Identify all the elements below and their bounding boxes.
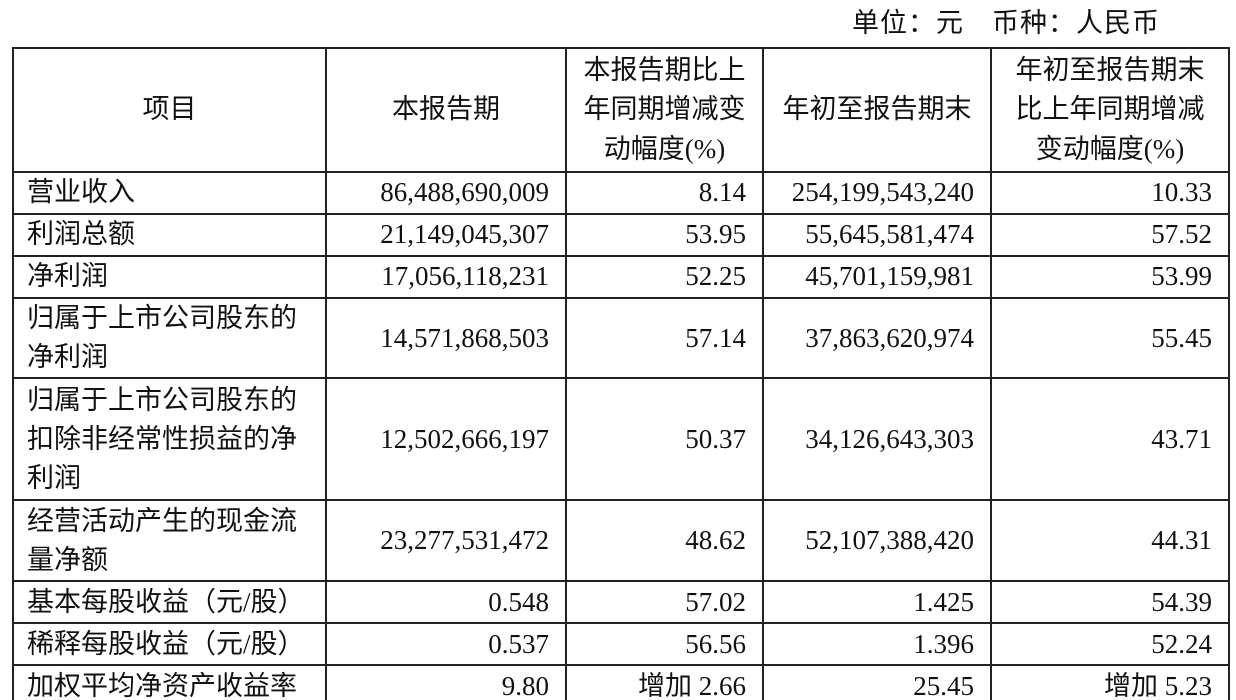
value-cell: 43.71 bbox=[990, 377, 1230, 502]
value-cell: 0.548 bbox=[325, 580, 567, 625]
item-cell: 净利润 bbox=[12, 255, 327, 299]
value-cell: 54.39 bbox=[990, 580, 1230, 625]
value-cell: 0.537 bbox=[325, 622, 567, 667]
value-cell: 14,571,868,503 bbox=[325, 296, 567, 380]
table-row-net-profit: 净利润 17,056,118,231 52.25 45,701,159,981 … bbox=[12, 255, 1230, 299]
header-row: 项目 本报告期 本报告期比上年同期增减变动幅度(%) 年初至报告期末 年初至报告… bbox=[12, 47, 1230, 173]
value-cell: 52,107,388,420 bbox=[762, 499, 992, 583]
header-item-label: 项目 bbox=[142, 94, 197, 125]
value-cell: 25.45 bbox=[762, 664, 992, 700]
value-cell: 55,645,581,474 bbox=[762, 213, 992, 257]
item-cell: 归属于上市公司股东的扣除非经常性损益的净利润 bbox=[12, 377, 327, 502]
item-cell: 利润总额 bbox=[12, 213, 327, 257]
value-cell: 21,149,045,307 bbox=[325, 213, 567, 257]
table-row-operating-revenue: 营业收入 86,488,690,009 8.14 254,199,543,240… bbox=[12, 171, 1230, 215]
item-cell: 加权平均净资产收益率 bbox=[12, 664, 327, 700]
value-cell: 55.45 bbox=[990, 296, 1230, 380]
unit-currency-note: 单位：元 币种：人民币 bbox=[852, 8, 1160, 38]
table-row-total-profit: 利润总额 21,149,045,307 53.95 55,645,581,474… bbox=[12, 213, 1230, 257]
header-year-to-date-label: 年初至报告期末 bbox=[782, 94, 972, 125]
header-current-period-label: 本报告期 bbox=[392, 94, 500, 125]
header-current-period: 本报告期 bbox=[325, 47, 567, 173]
item-cell: 营业收入 bbox=[12, 171, 327, 215]
value-cell: 10.33 bbox=[990, 171, 1230, 215]
value-cell: 57.52 bbox=[990, 213, 1230, 257]
table-row-net-profit-deducting-nonrecurring: 归属于上市公司股东的扣除非经常性损益的净利润 12,502,666,197 50… bbox=[12, 377, 1230, 502]
value-cell: 53.95 bbox=[565, 213, 764, 257]
value-cell: 12,502,666,197 bbox=[325, 377, 567, 502]
value-cell: 34,126,643,303 bbox=[762, 377, 992, 502]
report-page: 单位：元 币种：人民币 项目 本报告期 本报告期比上年同期增减变动幅度(%) bbox=[0, 6, 1236, 700]
value-cell: 44.31 bbox=[990, 499, 1230, 583]
value-cell: 57.14 bbox=[565, 296, 764, 380]
value-cell: 增加 5.23 bbox=[990, 664, 1230, 700]
value-cell: 9.80 bbox=[325, 664, 567, 700]
value-cell: 56.56 bbox=[565, 622, 764, 667]
value-cell: 57.02 bbox=[565, 580, 764, 625]
value-cell: 8.14 bbox=[565, 171, 764, 215]
value-cell: 48.62 bbox=[565, 499, 764, 583]
item-cell: 稀释每股收益（元/股） bbox=[12, 622, 327, 667]
item-cell: 归属于上市公司股东的净利润 bbox=[12, 296, 327, 380]
value-cell: 23,277,531,472 bbox=[325, 499, 567, 583]
table-row-net-profit-attributable: 归属于上市公司股东的净利润 14,571,868,503 57.14 37,86… bbox=[12, 296, 1230, 380]
table-row-diluted-eps: 稀释每股收益（元/股） 0.537 56.56 1.396 52.24 bbox=[12, 622, 1230, 667]
value-cell: 1.425 bbox=[762, 580, 992, 625]
header-year-to-date: 年初至报告期末 bbox=[762, 47, 992, 173]
value-cell: 增加 2.66 bbox=[565, 664, 764, 700]
table-row-weighted-avg-roe: 加权平均净资产收益率 9.80 增加 2.66 25.45 增加 5.23 bbox=[12, 664, 1230, 700]
item-cell: 经营活动产生的现金流量净额 bbox=[12, 499, 327, 583]
financial-summary-table: 项目 本报告期 本报告期比上年同期增减变动幅度(%) 年初至报告期末 年初至报告… bbox=[12, 47, 1230, 700]
value-cell: 53.99 bbox=[990, 255, 1230, 299]
value-cell: 37,863,620,974 bbox=[762, 296, 992, 380]
value-cell: 52.25 bbox=[565, 255, 764, 299]
header-ytd-change-pct: 年初至报告期末比上年同期增减变动幅度(%) bbox=[990, 47, 1230, 173]
header-item: 项目 bbox=[12, 47, 327, 173]
header-ytd-change-pct-label: 年初至报告期末比上年同期增减变动幅度(%) bbox=[1015, 55, 1205, 164]
value-cell: 45,701,159,981 bbox=[762, 255, 992, 299]
header-period-change-pct-label: 本报告期比上年同期增减变动幅度(%) bbox=[583, 55, 746, 164]
value-cell: 52.24 bbox=[990, 622, 1230, 667]
item-cell: 基本每股收益（元/股） bbox=[12, 580, 327, 625]
value-cell: 86,488,690,009 bbox=[325, 171, 567, 215]
table-row-operating-cash-flow: 经营活动产生的现金流量净额 23,277,531,472 48.62 52,10… bbox=[12, 499, 1230, 583]
value-cell: 17,056,118,231 bbox=[325, 255, 567, 299]
value-cell: 1.396 bbox=[762, 622, 992, 667]
table-row-basic-eps: 基本每股收益（元/股） 0.548 57.02 1.425 54.39 bbox=[12, 580, 1230, 625]
value-cell: 50.37 bbox=[565, 377, 764, 502]
header-period-change-pct: 本报告期比上年同期增减变动幅度(%) bbox=[565, 47, 764, 173]
value-cell: 254,199,543,240 bbox=[762, 171, 992, 215]
